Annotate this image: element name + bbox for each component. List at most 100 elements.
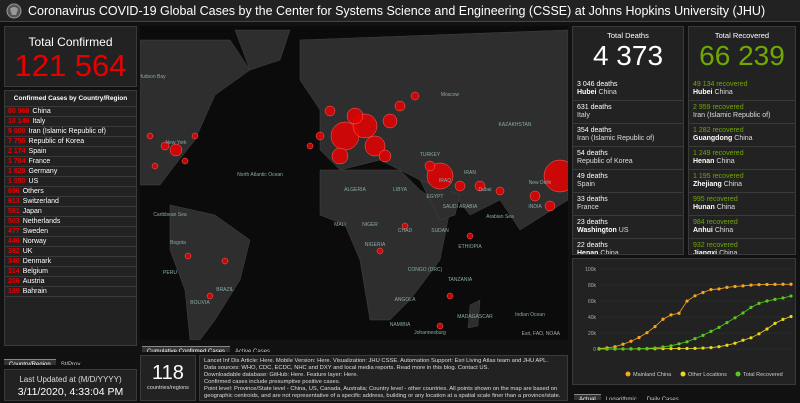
list-tabs: Country/Region St/Prov	[4, 353, 137, 365]
point	[733, 284, 737, 289]
count: 22 deaths	[577, 242, 608, 249]
tab[interactable]: Logarithmic	[605, 397, 637, 400]
map-label: Hudson Bay	[140, 74, 166, 80]
case-marker	[160, 141, 170, 151]
point	[621, 347, 625, 351]
tab[interactable]: Daily Cases	[646, 397, 679, 400]
tab[interactable]: Active Cases	[235, 349, 271, 352]
point	[773, 282, 777, 286]
recovered-row: 1 282 recovered Guangdong China	[689, 124, 795, 147]
total: 66 239	[699, 40, 785, 71]
location: Guangdong China	[693, 135, 791, 143]
point	[757, 301, 761, 305]
map-label: New Delhi	[529, 180, 552, 186]
info-line: Downloadable database: GitHub: Here. Fea…	[204, 372, 359, 378]
count: 118	[152, 362, 184, 384]
country: UK	[22, 248, 33, 255]
case-marker	[331, 147, 349, 165]
count: 932 recovered	[693, 242, 738, 249]
case-marker	[436, 322, 444, 330]
y-tick-label: 0	[593, 347, 596, 353]
country: China	[716, 204, 736, 211]
info: Lancet Inf Dis Article: Here. Mobile Ver…	[199, 355, 568, 401]
tab[interactable]: Actual	[574, 394, 601, 400]
point	[725, 321, 729, 325]
place: Washington	[577, 227, 617, 234]
count: 1 195 recovered	[693, 173, 744, 180]
tab[interactable]: Cumulative Confirmed Cases	[142, 346, 231, 352]
deaths-row: 3 046 deaths Hubei China	[573, 78, 683, 101]
point	[765, 282, 769, 287]
location: Hubei China	[693, 89, 791, 97]
location: Iran (Islamic Republic of)	[577, 135, 679, 143]
label: Total Deaths	[607, 31, 649, 40]
count: 33 deaths	[577, 196, 608, 203]
point	[789, 294, 793, 298]
point	[613, 347, 617, 351]
case-marker	[424, 160, 436, 172]
country: Austria	[22, 278, 45, 285]
tab[interactable]: St/Prov	[60, 362, 81, 365]
confirmed-list: Confirmed Cases by Country/Region 80 969…	[4, 90, 137, 346]
country: China	[716, 158, 735, 165]
case-marker	[146, 132, 154, 140]
y-tick-label: 100k	[585, 267, 596, 273]
map-label: ETHIOPIA	[458, 244, 482, 250]
point	[773, 321, 777, 325]
point	[717, 325, 721, 329]
point	[749, 336, 753, 340]
country: Italy	[577, 112, 590, 119]
country: China	[719, 250, 738, 255]
legend-label: Mainland China	[633, 372, 672, 378]
place: Henan	[693, 158, 715, 165]
case-markers	[146, 91, 568, 330]
location: Republic of Korea	[577, 158, 679, 166]
point	[693, 337, 697, 341]
recovered-row: 932 recovered Jiangxi China	[689, 239, 795, 255]
case-marker	[466, 232, 474, 240]
chart-tabs: Actual Logarithmic Daily Cases	[574, 388, 796, 400]
map-label: MALI	[334, 222, 346, 228]
point	[773, 297, 777, 301]
point	[653, 346, 657, 350]
country-row: 382 UK	[5, 247, 136, 257]
location: France	[577, 204, 679, 212]
deaths-row: 49 deaths Spain	[573, 170, 683, 193]
map[interactable]: Hudson Bay New York North Atlantic Ocean Ca…	[140, 26, 568, 340]
place: Guangdong	[693, 135, 733, 142]
point	[645, 346, 649, 351]
map-label: North Atlantic Ocean	[237, 172, 283, 178]
map-label: SAUDI ARABIA	[443, 204, 478, 210]
count: 503	[8, 218, 20, 225]
count: 354 deaths	[577, 127, 612, 134]
country: Norway	[22, 238, 47, 245]
label: Total Recovered	[714, 31, 770, 40]
info-line: Data sources: WHO, CDC, ECDC, NHC and DX…	[204, 365, 490, 371]
point	[693, 346, 697, 350]
point	[717, 287, 721, 291]
count: 10 149	[8, 118, 30, 125]
country: Bahrain	[22, 288, 47, 295]
point	[741, 338, 745, 342]
tab[interactable]: Country/Region	[4, 359, 56, 365]
point	[645, 331, 649, 335]
case-marker	[410, 91, 420, 101]
map-label: LIBYA	[393, 187, 407, 193]
point	[629, 339, 633, 343]
map-label: CONGO (DRC)	[408, 267, 443, 273]
place: Jiangxi	[693, 250, 718, 255]
point	[621, 342, 625, 346]
count: 54 deaths	[577, 150, 608, 157]
location: Henan China	[693, 158, 791, 166]
country: China	[32, 108, 51, 115]
country: Sweden	[22, 228, 48, 235]
count: 1 282 recovered	[693, 127, 744, 134]
map-label: NAMIBIA	[390, 322, 411, 328]
recovered-row: 984 recovered Anhui China	[689, 216, 795, 239]
map-label: CHAD	[398, 228, 413, 234]
place: Zhejiang	[693, 181, 722, 188]
case-marker	[454, 180, 466, 192]
count: 2 959 recovered	[693, 104, 744, 111]
count: 340	[8, 258, 20, 265]
country-row: 696 Others	[5, 187, 136, 197]
